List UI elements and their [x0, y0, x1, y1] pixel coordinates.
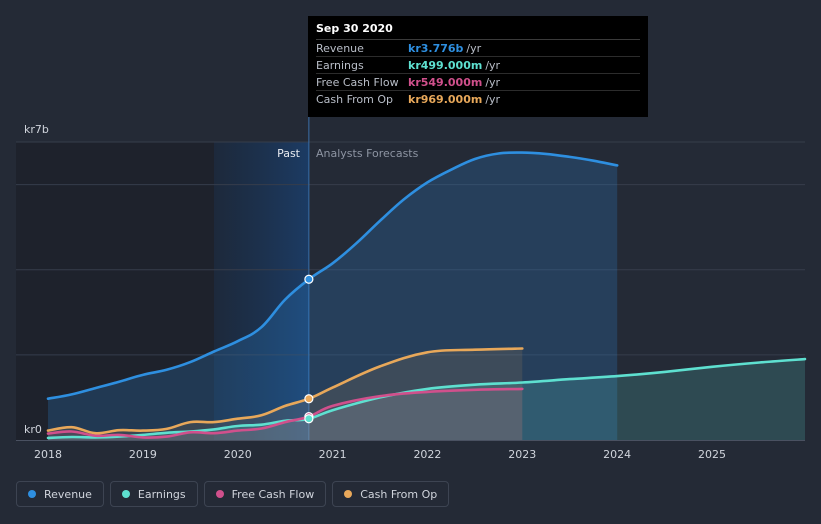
cash-from-op-area: [48, 348, 523, 440]
legend-dot-icon: [121, 490, 130, 498]
tooltip-row-earnings: Earnings kr499.000m /yr: [316, 57, 640, 74]
legend-dot-icon: [215, 490, 224, 498]
x-tick-label: 2025: [698, 448, 726, 461]
revenue-line: [46, 151, 619, 400]
y-tick-label-zero: kr0: [24, 423, 42, 436]
legend-label: Revenue: [44, 487, 92, 501]
legend-item-earnings[interactable]: Earnings: [109, 481, 198, 507]
free-cash-flow-line: [46, 387, 524, 439]
x-tick-label: 2018: [34, 448, 62, 461]
tooltip-label: Cash From Op: [316, 92, 394, 106]
x-tick-label: 2024: [603, 448, 631, 461]
x-tick-label: 2023: [508, 448, 536, 461]
tooltip-label: Earnings: [316, 58, 364, 72]
tooltip-row-revenue: Revenue kr3.776b /yr: [316, 40, 640, 57]
tooltip-unit: /yr: [485, 75, 501, 89]
legend-label: Earnings: [137, 487, 186, 501]
tooltip-label: Free Cash Flow: [316, 75, 399, 89]
legend-label: Cash From Op: [360, 487, 438, 501]
revenue-highlight-point: [304, 274, 314, 284]
legend-item-cash-from-op[interactable]: Cash From Op: [332, 481, 450, 507]
tooltip-value: kr3.776b: [408, 41, 464, 55]
x-tick-label: 2022: [413, 448, 441, 461]
legend-label: Free Cash Flow: [231, 487, 315, 501]
revenue-area: [48, 152, 618, 441]
legend-dot-icon: [28, 490, 36, 498]
tooltip-date: Sep 30 2020: [316, 22, 640, 40]
earnings-highlight-point: [304, 414, 314, 424]
tooltip-unit: /yr: [485, 58, 501, 72]
cash-from-op-highlight-point: [304, 394, 314, 404]
tooltip: Sep 30 2020 Revenue kr3.776b /yr Earning…: [308, 16, 648, 117]
tooltip-row-free-cash-flow: Free Cash Flow kr549.000m /yr: [316, 74, 640, 91]
tooltip-value: kr499.000m: [408, 58, 483, 72]
legend-dot-icon: [344, 490, 353, 498]
tooltip-value: kr969.000m: [408, 92, 483, 106]
x-tick-label: 2019: [129, 448, 157, 461]
x-tick-label: 2020: [224, 448, 252, 461]
legend: Revenue Earnings Free Cash Flow Cash Fro…: [16, 481, 450, 507]
legend-item-revenue[interactable]: Revenue: [16, 481, 104, 507]
cash-from-op-line: [46, 347, 524, 435]
tooltip-unit: /yr: [466, 41, 482, 55]
tooltip-label: Revenue: [316, 41, 364, 55]
tooltip-row-cash-from-op: Cash From Op kr969.000m /yr: [316, 91, 640, 107]
earnings-area: [48, 359, 805, 440]
past-label: Past: [277, 147, 301, 160]
tooltip-unit: /yr: [485, 92, 501, 106]
free-cash-flow-area: [48, 388, 523, 440]
legend-item-free-cash-flow[interactable]: Free Cash Flow: [203, 481, 327, 507]
y-tick-label-top: kr7b: [24, 123, 49, 136]
forecast-label: Analysts Forecasts: [316, 147, 419, 160]
x-tick-label: 2021: [319, 448, 347, 461]
tooltip-value: kr549.000m: [408, 75, 483, 89]
